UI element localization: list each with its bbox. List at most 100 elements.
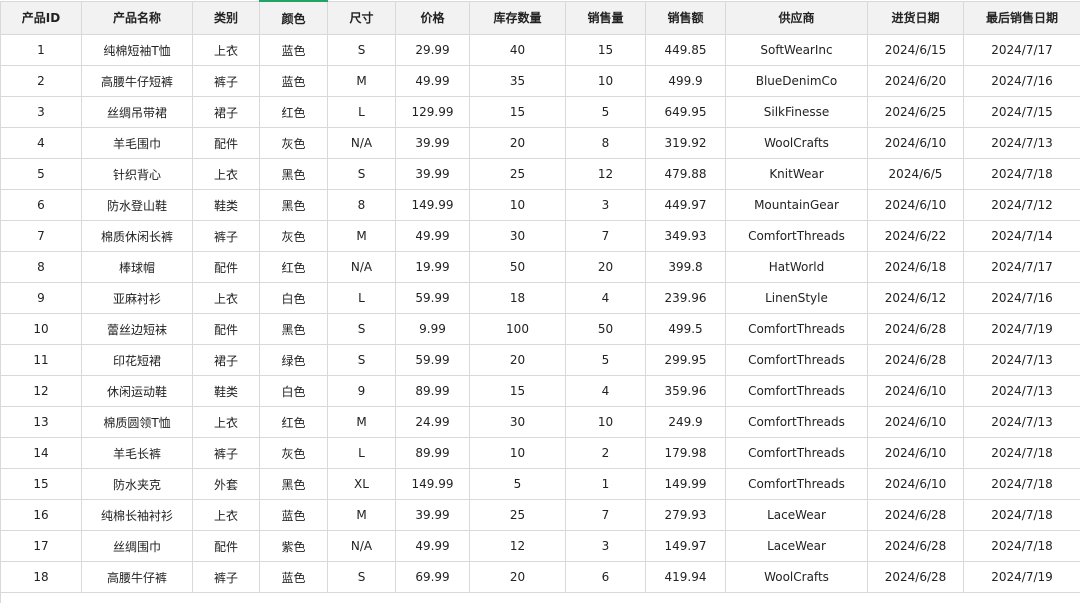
table-cell[interactable]: 149.99 <box>395 189 470 221</box>
table-cell[interactable]: N/A <box>327 530 396 562</box>
table-cell[interactable]: 10 <box>469 437 566 469</box>
table-cell[interactable]: 12 <box>565 158 646 190</box>
table-cell[interactable]: 24.99 <box>395 406 470 438</box>
table-cell[interactable]: 16 <box>0 499 82 531</box>
table-cell[interactable]: 29.99 <box>395 34 470 66</box>
table-cell[interactable]: 129.99 <box>395 96 470 128</box>
table-cell[interactable]: 10 <box>0 313 82 345</box>
table-cell[interactable]: 499.5 <box>645 313 726 345</box>
table-cell[interactable]: 2024/6/18 <box>867 251 964 283</box>
table-cell[interactable]: 上衣 <box>192 406 260 438</box>
table-cell[interactable]: 449.97 <box>645 189 726 221</box>
table-cell[interactable]: 灰色 <box>259 437 328 469</box>
table-cell[interactable]: 2024/6/10 <box>867 127 964 159</box>
table-cell[interactable]: 2024/6/28 <box>867 530 964 562</box>
table-cell[interactable]: LaceWear <box>725 530 868 562</box>
table-cell[interactable]: S <box>327 34 396 66</box>
table-cell[interactable]: 50 <box>469 251 566 283</box>
table-cell[interactable]: 479.88 <box>645 158 726 190</box>
table-cell[interactable]: 8 <box>327 189 396 221</box>
table-cell[interactable]: 2024/7/17 <box>963 251 1080 283</box>
table-cell[interactable]: 17 <box>0 530 82 562</box>
table-cell[interactable]: 2024/7/13 <box>963 375 1080 407</box>
table-cell[interactable]: 100 <box>469 313 566 345</box>
table-cell[interactable]: MountainGear <box>725 189 868 221</box>
table-cell[interactable]: 149.97 <box>645 530 726 562</box>
table-cell[interactable]: 39.99 <box>395 127 470 159</box>
table-cell[interactable]: 419.94 <box>645 561 726 593</box>
table-cell[interactable]: 丝绸吊带裙 <box>81 96 193 128</box>
table-cell[interactable]: ComfortThreads <box>725 344 868 376</box>
table-cell[interactable]: 2024/6/28 <box>867 344 964 376</box>
table-cell[interactable]: 499.9 <box>645 65 726 97</box>
table-cell[interactable]: 9.99 <box>395 313 470 345</box>
table-cell[interactable]: 149.99 <box>395 468 470 500</box>
table-cell[interactable]: S <box>327 313 396 345</box>
table-cell[interactable]: 2024/7/19 <box>963 561 1080 593</box>
table-cell[interactable]: 紫色 <box>259 530 328 562</box>
table-cell[interactable]: 1 <box>0 34 82 66</box>
table-cell[interactable]: 12 <box>0 375 82 407</box>
table-cell[interactable]: 上衣 <box>192 34 260 66</box>
table-cell[interactable]: 配件 <box>192 530 260 562</box>
table-cell[interactable]: ComfortThreads <box>725 375 868 407</box>
table-cell[interactable]: 2024/7/17 <box>963 34 1080 66</box>
table-cell[interactable]: 2024/6/15 <box>867 34 964 66</box>
table-cell[interactable]: S <box>327 344 396 376</box>
table-cell[interactable]: 2024/7/18 <box>963 158 1080 190</box>
table-cell[interactable]: 7 <box>565 499 646 531</box>
table-cell[interactable]: ComfortThreads <box>725 437 868 469</box>
table-cell[interactable]: 25 <box>469 499 566 531</box>
column-header[interactable]: 供应商 <box>725 0 868 35</box>
table-cell[interactable]: 9 <box>0 282 82 314</box>
table-cell[interactable]: 配件 <box>192 313 260 345</box>
table-cell[interactable]: 69.99 <box>395 561 470 593</box>
table-cell[interactable]: 上衣 <box>192 499 260 531</box>
table-cell[interactable]: N/A <box>327 251 396 283</box>
table-cell[interactable]: 15 <box>469 375 566 407</box>
table-cell[interactable]: 12 <box>469 530 566 562</box>
table-cell[interactable]: 裤子 <box>192 561 260 593</box>
table-cell[interactable]: KnitWear <box>725 158 868 190</box>
table-cell[interactable]: 1 <box>565 468 646 500</box>
table-cell[interactable]: 红色 <box>259 251 328 283</box>
column-header[interactable]: 销售量 <box>565 0 646 35</box>
table-cell[interactable]: 鞋类 <box>192 189 260 221</box>
column-header[interactable]: 产品名称 <box>81 0 193 35</box>
table-cell[interactable]: 19.99 <box>395 251 470 283</box>
table-cell[interactable]: ComfortThreads <box>725 313 868 345</box>
table-cell[interactable]: 39.99 <box>395 499 470 531</box>
table-cell[interactable]: 纯棉长袖衬衫 <box>81 499 193 531</box>
table-cell[interactable]: 4 <box>565 375 646 407</box>
table-cell[interactable]: 20 <box>565 251 646 283</box>
table-cell[interactable]: 印花短裙 <box>81 344 193 376</box>
table-cell[interactable]: 5 <box>565 344 646 376</box>
table-cell[interactable]: 黑色 <box>259 468 328 500</box>
table-cell[interactable]: 2024/6/10 <box>867 406 964 438</box>
table-cell[interactable]: 2024/6/25 <box>867 96 964 128</box>
table-cell[interactable]: 40 <box>469 34 566 66</box>
table-cell[interactable]: L <box>327 437 396 469</box>
table-cell[interactable]: 5 <box>469 468 566 500</box>
table-cell[interactable]: 10 <box>469 189 566 221</box>
table-cell[interactable]: 8 <box>0 251 82 283</box>
table-cell[interactable]: 高腰牛仔裤 <box>81 561 193 593</box>
table-cell[interactable]: 359.96 <box>645 375 726 407</box>
table-cell[interactable]: 2024/6/5 <box>867 158 964 190</box>
table-cell[interactable]: ComfortThreads <box>725 406 868 438</box>
table-cell[interactable]: 外套 <box>192 468 260 500</box>
table-cell[interactable]: 5 <box>565 96 646 128</box>
table-cell[interactable]: 18 <box>469 282 566 314</box>
table-cell[interactable]: 2024/7/18 <box>963 468 1080 500</box>
table-cell[interactable]: 2024/6/22 <box>867 220 964 252</box>
table-cell[interactable]: 灰色 <box>259 220 328 252</box>
table-cell[interactable]: 649.95 <box>645 96 726 128</box>
table-cell[interactable]: HatWorld <box>725 251 868 283</box>
table-cell[interactable]: N/A <box>327 127 396 159</box>
column-header[interactable]: 产品ID <box>0 0 82 35</box>
table-cell[interactable]: 蓝色 <box>259 561 328 593</box>
table-cell[interactable]: 2024/7/13 <box>963 127 1080 159</box>
table-cell[interactable]: M <box>327 220 396 252</box>
table-cell[interactable]: 鞋类 <box>192 375 260 407</box>
table-cell[interactable]: 179.98 <box>645 437 726 469</box>
